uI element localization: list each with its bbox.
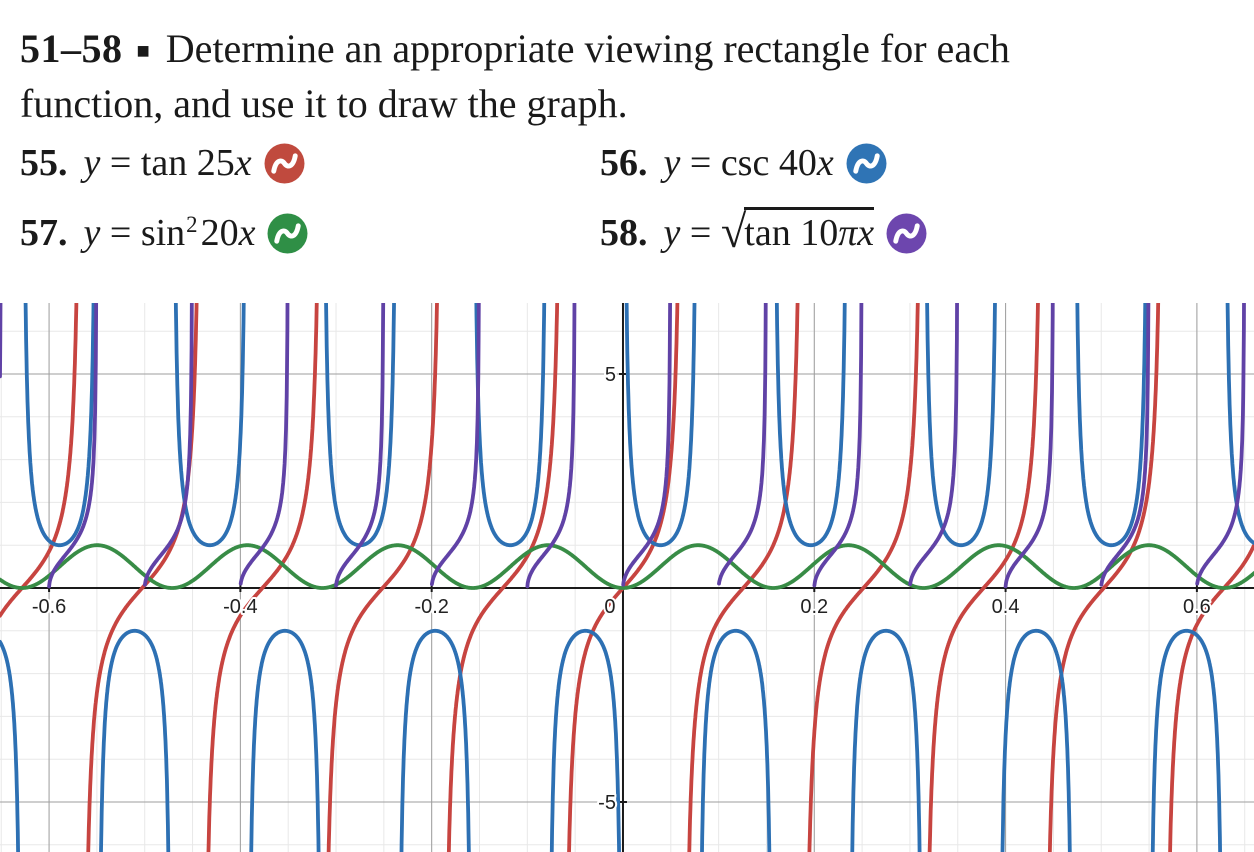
- formula-58: y = √tan 10πx: [663, 207, 875, 256]
- exercise-header: 51–58 ■ Determine an appropriate viewing r…: [20, 22, 1180, 130]
- formula-token: =: [100, 142, 141, 184]
- curve-sin2_20x: [0, 543, 1254, 590]
- y-tick-label: -5: [598, 792, 616, 814]
- x-tick-label: -0.2: [414, 596, 448, 618]
- header-line-2: function, and use it to draw the graph.: [20, 81, 628, 127]
- formula-token: tan 10: [744, 207, 839, 254]
- x-tick-label: -0.6: [32, 596, 66, 618]
- desmos-graph-icon[interactable]: [264, 143, 305, 184]
- formula-token: √: [720, 206, 747, 258]
- formula-token: y: [83, 212, 101, 254]
- function-plot: -0.6 -0.4 -0.2 0 0.2 0.4 0.6 5 -5: [0, 303, 1254, 852]
- formula-token: =: [680, 142, 721, 184]
- y-tick-label: 5: [605, 364, 616, 386]
- formula-token: y: [83, 142, 101, 184]
- desmos-graph-icon[interactable]: [886, 213, 927, 254]
- header-text-line1: Determine an appropriate viewing rectang…: [165, 26, 1010, 71]
- x-tick-label: 0.2: [800, 596, 828, 618]
- formula-token: tan 25: [140, 142, 235, 184]
- exercise-range: 51–58: [20, 26, 123, 71]
- x-tick-label: 0.6: [1183, 596, 1211, 618]
- formula-token: sin: [140, 212, 186, 254]
- x-tick-label: 0: [604, 596, 615, 618]
- curve-csc40x: [0, 303, 1254, 852]
- desmos-graph-icon[interactable]: [267, 213, 308, 254]
- header-line-1: 51–58 ■ Determine an appropriate viewing r…: [20, 22, 1180, 77]
- x-tick-label: -0.4: [223, 596, 257, 618]
- formula-55: y = tan 25x: [84, 142, 252, 184]
- formula-token: x: [816, 142, 834, 184]
- formula-token: csc 40: [720, 142, 817, 184]
- formula-token: y: [663, 212, 681, 254]
- formula-token: x: [238, 212, 256, 254]
- problem-58: 58. y = √tan 10πx: [600, 207, 927, 256]
- formula-token: 20: [200, 212, 239, 254]
- formula-56: y = csc 40x: [664, 142, 834, 184]
- formula-token: x: [234, 142, 252, 184]
- curve-sqrt_tan_10pix: [0, 303, 1246, 589]
- problem-number: 58.: [600, 212, 648, 254]
- formula-token: y: [663, 142, 681, 184]
- curve-tan25x: [0, 303, 1254, 852]
- square-bullet-icon: ■: [136, 38, 150, 64]
- formula-token: =: [680, 212, 721, 254]
- formula-token: 2: [186, 212, 198, 238]
- formula-57: y = sin220x: [84, 212, 256, 254]
- problem-number: 55.: [20, 142, 68, 184]
- problem-57: 57. y = sin220x: [20, 211, 308, 255]
- x-tick-label: 0.4: [992, 596, 1020, 618]
- graph-canvas: -0.6 -0.4 -0.2 0 0.2 0.4 0.6 5 -5: [0, 303, 1254, 852]
- problem-number: 56.: [600, 142, 648, 184]
- desmos-graph-icon[interactable]: [846, 143, 887, 184]
- problem-number: 57.: [20, 212, 68, 254]
- formula-token: πx: [838, 207, 875, 254]
- formula-token: =: [100, 212, 141, 254]
- curves: [0, 303, 1254, 852]
- problem-55: 55. y = tan 25x: [20, 141, 305, 185]
- problem-56: 56. y = csc 40x: [600, 141, 887, 185]
